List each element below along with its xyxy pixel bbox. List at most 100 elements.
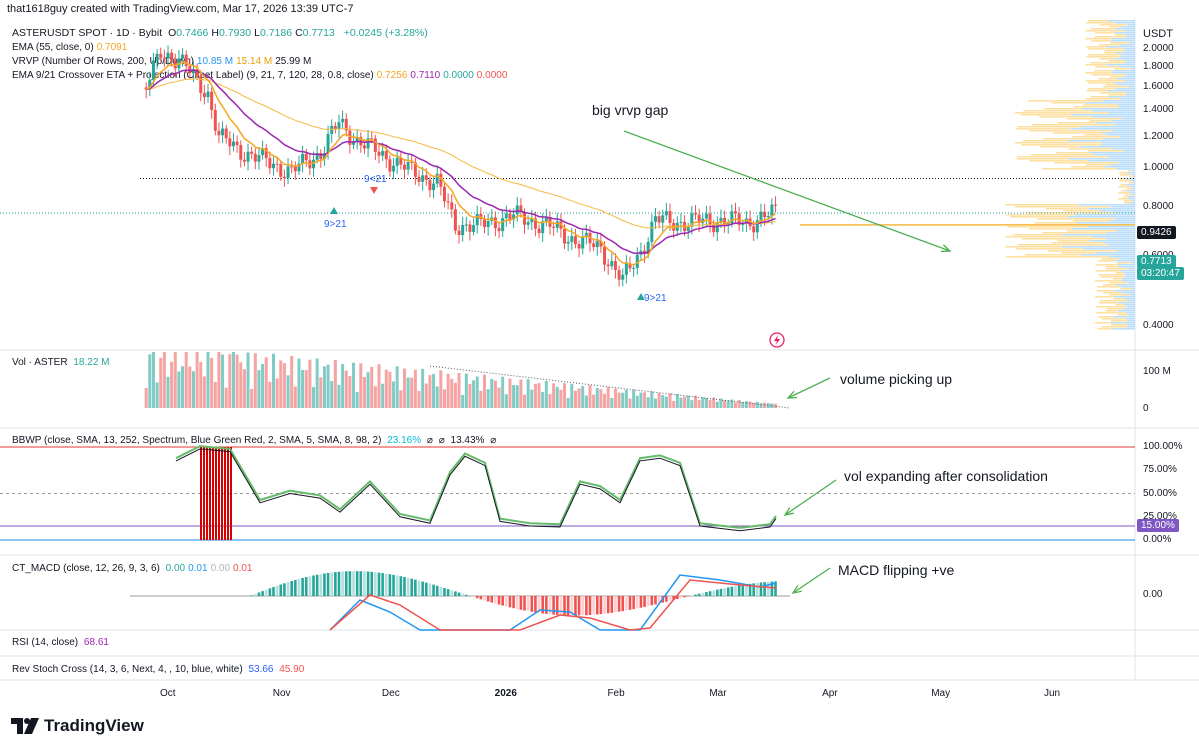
candle-body (446, 201, 450, 203)
macd-hist-bar (344, 571, 348, 596)
cross-down-marker (370, 187, 378, 194)
rsi-legend[interactable]: RSI (14, close) 68.61 (12, 637, 112, 648)
time-axis-label: Jun (1044, 688, 1061, 699)
volume-bar (475, 376, 479, 408)
vrvp-row-down (1029, 228, 1073, 230)
macd-hist-bar (745, 584, 748, 596)
vrvp-row-up (1128, 86, 1135, 88)
vrvp-row-down (1095, 306, 1127, 308)
vrvp-row-up (1111, 322, 1135, 324)
vrvp-row-up (1126, 172, 1135, 174)
indicator-legend-2[interactable]: VRVP (Number Of Rows, 200, Up/Down) 10.85… (12, 56, 314, 67)
candle-body (686, 226, 690, 232)
vrvp-row-down (1106, 308, 1124, 310)
macd-hist-bar (515, 596, 519, 610)
last-price-tag: 0.7713 (1137, 255, 1176, 268)
volume-bar (693, 395, 697, 408)
volume-bar (723, 400, 727, 408)
indicator-legend-1[interactable]: EMA (55, close, 0) 0.7091 (12, 42, 130, 53)
symbol-legend[interactable]: ASTERUSDT SPOT · 1D · Bybit O0.7466 H0.79… (12, 27, 431, 39)
vrvp-row-up (1122, 150, 1135, 152)
vrvp-row-down (1042, 168, 1117, 170)
vrvp-row-down (1015, 142, 1102, 144)
candle-body (519, 205, 523, 213)
volume-bar (737, 400, 741, 408)
vrvp-profile (1005, 20, 1135, 330)
vrvp-row-up (1117, 310, 1135, 312)
bbwp-legend[interactable]: BBWP (close, SMA, 13, 252, Spectrum, Blu… (12, 435, 499, 446)
volume-bar (184, 352, 188, 408)
lightning-bolt (774, 335, 780, 345)
candle-body (312, 159, 316, 169)
vrvp-row-up (1112, 70, 1135, 72)
vrvp-row-up (1116, 230, 1135, 232)
candle-body (573, 236, 577, 245)
volume-bar (719, 398, 723, 408)
vrvp-row-up (1126, 326, 1135, 328)
currency-label[interactable]: USDT (1143, 28, 1173, 40)
volume-bar (239, 362, 243, 408)
candle-body (595, 240, 599, 248)
volume-bar (402, 368, 406, 408)
volume-bar (392, 381, 396, 408)
volume-bar (246, 352, 250, 408)
vrvp-row-down (1090, 96, 1109, 98)
volume-bar (304, 370, 308, 408)
macd-hist-bar (672, 596, 675, 601)
arrow-vrvp-gap (623, 130, 952, 253)
indicator-legend-3[interactable]: EMA 9/21 Crossover ETA + Projection (Off… (12, 70, 510, 81)
volume-bar (261, 364, 265, 408)
macd-hist-bar (428, 583, 432, 596)
indicator-value: 0.0000 (476, 70, 508, 81)
vrvp-row-up (1071, 114, 1135, 116)
vrvp-row-up (1126, 36, 1135, 38)
macd-hist-bar (395, 575, 399, 596)
candle-body (646, 241, 650, 255)
macd-hist-bar (439, 586, 443, 596)
macd-hist-bar (646, 596, 650, 607)
annotation-bbwp: vol expanding after consolidation (844, 468, 1048, 484)
time-axis-label: Oct (160, 688, 176, 699)
candle-body (173, 60, 177, 69)
bbwp-value-2: 13.43% (450, 435, 485, 446)
volume-bar (526, 379, 530, 408)
vrvp-row-up (1132, 188, 1135, 190)
macd-hist-bar (483, 596, 486, 601)
vrvp-row-down (1099, 24, 1128, 26)
volume-bar (672, 400, 676, 408)
vrvp-row-down (1043, 138, 1103, 140)
macd-hist-bar (250, 595, 253, 596)
volume-bar (606, 387, 610, 408)
volume-bar (366, 372, 370, 408)
macd-hist-bar (570, 596, 574, 616)
vrvp-row-up (1129, 192, 1135, 194)
brand-name: TradingView (44, 716, 144, 735)
volume-bar (661, 395, 665, 408)
symbol-name[interactable]: ASTERUSDT SPOT · 1D · Bybit (12, 27, 163, 39)
candle-body (188, 66, 192, 74)
candle-body (504, 213, 508, 219)
volume-bar (752, 402, 756, 408)
candle-body (213, 109, 217, 131)
tradingview-logo[interactable]: TradingView (10, 716, 144, 736)
lightning-icon (769, 332, 785, 348)
macd-hist-bar (454, 591, 457, 596)
macd-hist-bar (465, 594, 468, 596)
candle-body (170, 52, 174, 61)
candle-body (377, 151, 381, 156)
vrvp-row-down (1095, 270, 1121, 272)
candle-body (577, 244, 581, 249)
volume-bar (326, 364, 330, 408)
vrvp-row-down (1095, 32, 1115, 34)
macd-legend[interactable]: CT_MACD (close, 12, 26, 9, 3, 6) 0.00 0.0… (12, 563, 259, 574)
vrvp-row-down (1120, 184, 1127, 186)
candle-body (453, 209, 457, 231)
macd-hist-bar (708, 591, 712, 596)
candle-body (501, 218, 505, 232)
macd-hist-bar (730, 586, 734, 596)
vrvp-row-up (1105, 134, 1135, 136)
volume-legend[interactable]: Vol · ASTER 18.22 M (12, 357, 113, 368)
vrvp-row-down (1097, 316, 1113, 318)
stoch-legend[interactable]: Rev Stoch Cross (14, 3, 6, Next, 4, , 10… (12, 664, 307, 675)
